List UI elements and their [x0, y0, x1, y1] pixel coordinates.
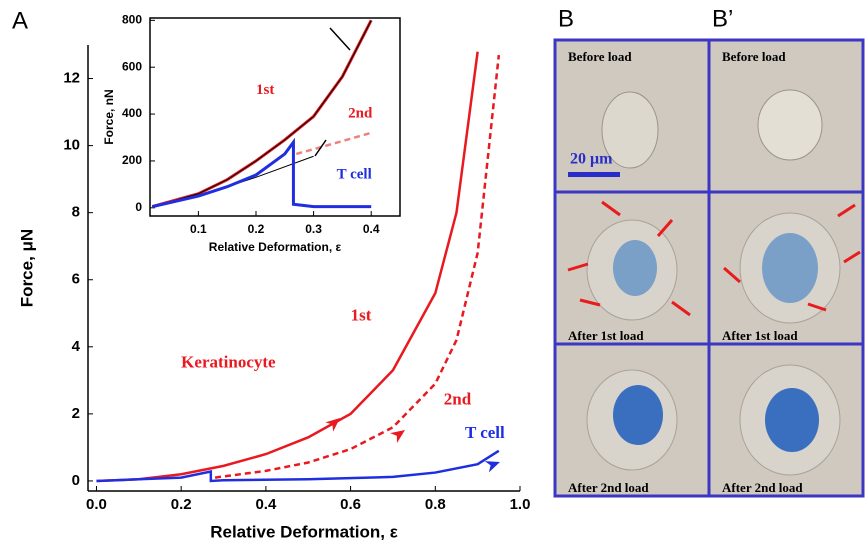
series-line — [214, 54, 501, 479]
cell — [601, 91, 659, 169]
y-tick-label: 400 — [122, 106, 142, 120]
scale-bar-label: 20 μm — [570, 151, 613, 168]
micrograph-caption: Before load — [722, 49, 786, 64]
y-tick-label: 0 — [72, 472, 80, 489]
nucleus — [613, 385, 663, 445]
x-tick-label: 0.4 — [363, 222, 380, 236]
series-line — [295, 131, 372, 156]
arrowhead — [484, 461, 500, 473]
micrograph-caption: Before load — [568, 49, 632, 64]
series-line — [152, 20, 372, 208]
x-tick-label: 0.1 — [190, 222, 207, 236]
y-tick-label: 8 — [72, 204, 80, 221]
micrograph-caption: After 1st load — [568, 328, 644, 343]
annotation: 1st — [351, 306, 372, 325]
annotation: T cell — [465, 423, 505, 442]
x-tick-label: 0.0 — [86, 496, 107, 513]
x-tick-label: 0.8 — [425, 496, 446, 513]
y-tick-label: 0 — [135, 200, 142, 214]
y-axis-label: Force, μN — [17, 229, 36, 307]
panel-label: B’ — [712, 5, 733, 32]
micrograph-caption: After 2nd load — [568, 480, 649, 495]
y-tick-label: 6 — [72, 271, 80, 288]
pointer-arrow — [329, 27, 351, 51]
scale-bar — [568, 172, 620, 177]
panel-label: A — [12, 7, 28, 34]
y-tick-label: 200 — [122, 153, 142, 167]
y-tick-label: 10 — [63, 137, 80, 154]
y-tick-label: 800 — [122, 13, 142, 27]
y-tick-label: 600 — [122, 59, 142, 73]
x-tick-label: 0.6 — [340, 496, 361, 513]
micrograph-caption: After 1st load — [722, 328, 798, 343]
y-tick-label: 2 — [72, 405, 80, 422]
plot-frame — [149, 17, 401, 217]
x-tick-label: 0.3 — [305, 222, 322, 236]
x-tick-label: 0.2 — [248, 222, 265, 236]
arrowhead — [390, 430, 405, 443]
series-line — [151, 137, 372, 209]
micrograph-panels: B B’ Before load After 1st load After 2nd lo… — [553, 5, 865, 498]
annotation: 2nd — [348, 106, 373, 122]
y-tick-label: 12 — [63, 70, 80, 87]
nucleus — [765, 388, 819, 452]
pointer-arrow — [314, 139, 327, 157]
panel-label: B — [558, 5, 574, 32]
annotation: 2nd — [444, 389, 472, 408]
cell — [757, 89, 823, 161]
micrograph-caption: After 2nd load — [722, 480, 803, 495]
x-axis-label: Relative Deformation, ε — [209, 240, 342, 254]
x-tick-label: 0.4 — [255, 496, 277, 513]
annotation: 1st — [256, 82, 274, 98]
series-line — [96, 449, 500, 483]
x-axis-label: Relative Deformation, ε — [210, 522, 398, 541]
nucleus — [762, 233, 818, 303]
nucleus — [613, 240, 657, 296]
annotation: T cell — [337, 166, 372, 182]
red-arrows — [567, 200, 861, 317]
x-tick-label: 1.0 — [510, 496, 531, 513]
y-tick-label: 4 — [72, 338, 81, 355]
series-line — [96, 51, 479, 483]
x-tick-label: 0.2 — [171, 496, 192, 513]
annotation: Keratinocyte — [181, 352, 276, 371]
y-axis-label: Force, nN — [102, 89, 116, 144]
arrowhead — [325, 418, 340, 432]
